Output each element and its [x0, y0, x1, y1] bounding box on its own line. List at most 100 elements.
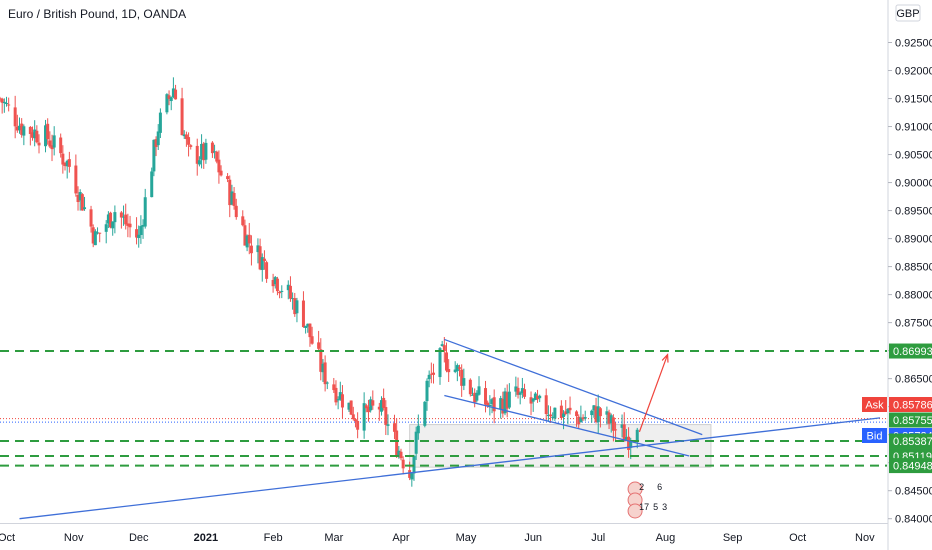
candle[interactable]	[325, 381, 329, 390]
candle[interactable]	[392, 414, 396, 440]
candle[interactable]	[319, 338, 323, 381]
candle[interactable]	[226, 173, 230, 183]
candle[interactable]	[187, 132, 191, 157]
candle[interactable]	[119, 210, 123, 229]
candle[interactable]	[202, 141, 206, 169]
candle[interactable]	[180, 87, 184, 136]
projection-arrow[interactable]	[638, 354, 669, 433]
candle[interactable]	[598, 406, 602, 428]
candle[interactable]	[219, 165, 223, 177]
candle[interactable]	[564, 400, 568, 416]
candle[interactable]	[460, 364, 464, 397]
candle[interactable]	[622, 412, 626, 442]
candle[interactable]	[531, 398, 535, 412]
candle[interactable]	[458, 364, 462, 377]
candle[interactable]	[139, 215, 143, 244]
candle[interactable]	[35, 125, 39, 144]
candle[interactable]	[477, 376, 481, 396]
candle[interactable]	[15, 114, 19, 133]
candle[interactable]	[568, 396, 572, 415]
candle[interactable]	[462, 368, 466, 391]
candle[interactable]	[91, 224, 95, 248]
candle[interactable]	[293, 292, 297, 317]
candle[interactable]	[351, 406, 355, 421]
trendline[interactable]	[444, 338, 703, 436]
candle[interactable]	[429, 362, 433, 384]
candle[interactable]	[0, 97, 4, 114]
candle[interactable]	[538, 394, 542, 403]
candle[interactable]	[627, 427, 631, 458]
candle[interactable]	[518, 391, 522, 405]
event-marker-icon[interactable]	[627, 503, 643, 519]
candle[interactable]	[154, 136, 158, 157]
candle[interactable]	[137, 225, 141, 248]
candle[interactable]	[256, 238, 260, 264]
candle[interactable]	[65, 159, 69, 179]
candle[interactable]	[113, 205, 117, 234]
candle[interactable]	[262, 250, 266, 270]
candle[interactable]	[442, 337, 446, 363]
candle[interactable]	[356, 412, 360, 439]
candle[interactable]	[165, 93, 169, 115]
candle[interactable]	[96, 227, 100, 235]
candle[interactable]	[529, 391, 533, 416]
candle[interactable]	[46, 118, 50, 145]
candle[interactable]	[174, 84, 178, 100]
candle[interactable]	[533, 392, 537, 401]
candle[interactable]	[332, 377, 336, 394]
candle[interactable]	[271, 273, 275, 293]
candle[interactable]	[78, 189, 82, 211]
candle[interactable]	[20, 118, 24, 138]
candle[interactable]	[507, 383, 511, 410]
plot-area[interactable]: 2 6 17 5 3	[0, 77, 887, 520]
candle[interactable]	[310, 326, 314, 345]
candle[interactable]	[514, 376, 518, 397]
candle[interactable]	[295, 297, 299, 323]
candle[interactable]	[366, 399, 370, 422]
candle[interactable]	[5, 96, 9, 107]
candle[interactable]	[592, 404, 596, 418]
candle[interactable]	[74, 154, 78, 197]
candle[interactable]	[635, 427, 639, 449]
candle[interactable]	[577, 414, 581, 429]
candle[interactable]	[18, 117, 22, 134]
candle[interactable]	[33, 120, 37, 147]
candle[interactable]	[364, 403, 368, 413]
candle[interactable]	[425, 378, 429, 411]
candle[interactable]	[89, 205, 93, 233]
candle[interactable]	[158, 108, 162, 139]
candle[interactable]	[210, 141, 214, 158]
candle[interactable]	[22, 124, 26, 146]
candle[interactable]	[579, 405, 583, 423]
candle[interactable]	[336, 396, 340, 410]
candle[interactable]	[440, 340, 444, 347]
candle[interactable]	[76, 186, 80, 211]
candle[interactable]	[609, 413, 613, 433]
candle[interactable]	[431, 363, 435, 384]
candle[interactable]	[559, 400, 563, 421]
event-markers[interactable]: 2 6 17 5 3	[627, 481, 667, 519]
candle[interactable]	[143, 188, 147, 229]
candle[interactable]	[275, 276, 279, 296]
candle[interactable]	[581, 414, 585, 422]
candle[interactable]	[31, 126, 35, 141]
candle[interactable]	[28, 125, 32, 146]
candle[interactable]	[2, 98, 6, 113]
candle[interactable]	[111, 221, 115, 236]
candle[interactable]	[37, 134, 41, 154]
candle[interactable]	[516, 377, 520, 399]
candle[interactable]	[445, 342, 449, 373]
candle[interactable]	[44, 119, 48, 153]
candle[interactable]	[423, 400, 427, 428]
candle[interactable]	[48, 131, 52, 149]
candle[interactable]	[241, 210, 245, 227]
candle[interactable]	[128, 215, 132, 238]
candle[interactable]	[184, 131, 188, 147]
candle[interactable]	[249, 235, 253, 266]
candle[interactable]	[520, 377, 524, 399]
candle[interactable]	[544, 388, 548, 421]
candle[interactable]	[371, 390, 375, 410]
trendline[interactable]	[19, 417, 881, 520]
candle[interactable]	[473, 388, 477, 408]
candle[interactable]	[234, 198, 238, 220]
